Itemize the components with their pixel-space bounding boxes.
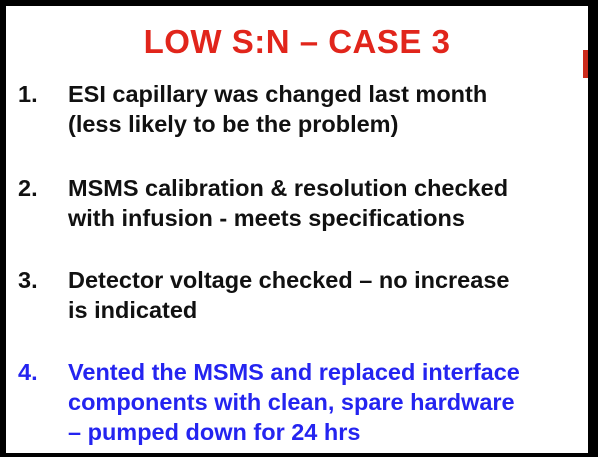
item-text: ESI capillary was changed last month (le… — [68, 79, 586, 139]
item-number: 1. — [18, 81, 38, 107]
item-line: with infusion - meets specifications — [68, 205, 465, 231]
item-text: Detector voltage checked – no increase i… — [68, 265, 586, 325]
item-line: MSMS calibration & resolution checked — [68, 175, 509, 201]
item-line: components with clean, spare hardware — [68, 389, 515, 415]
item-line: (less likely to be the problem) — [68, 111, 399, 137]
slide: LOW S:N – CASE 3 1. ESI capillary was ch… — [6, 6, 588, 453]
item-number: 3. — [18, 267, 38, 293]
item-line: ESI capillary was changed last month — [68, 81, 488, 107]
item-number: 4. — [18, 359, 38, 385]
item-text: MSMS calibration & resolution checked wi… — [68, 173, 586, 233]
item-text: Vented the MSMS and replaced interface c… — [68, 357, 586, 447]
item-line: is indicated — [68, 297, 198, 323]
edge-accent — [583, 50, 588, 78]
slide-title: LOW S:N – CASE 3 — [143, 23, 451, 60]
item-number: 2. — [18, 175, 38, 201]
item-line: Detector voltage checked – no increase — [68, 267, 510, 293]
item-line: – pumped down for 24 hrs — [68, 419, 361, 445]
item-line: Vented the MSMS and replaced interface — [68, 359, 520, 385]
